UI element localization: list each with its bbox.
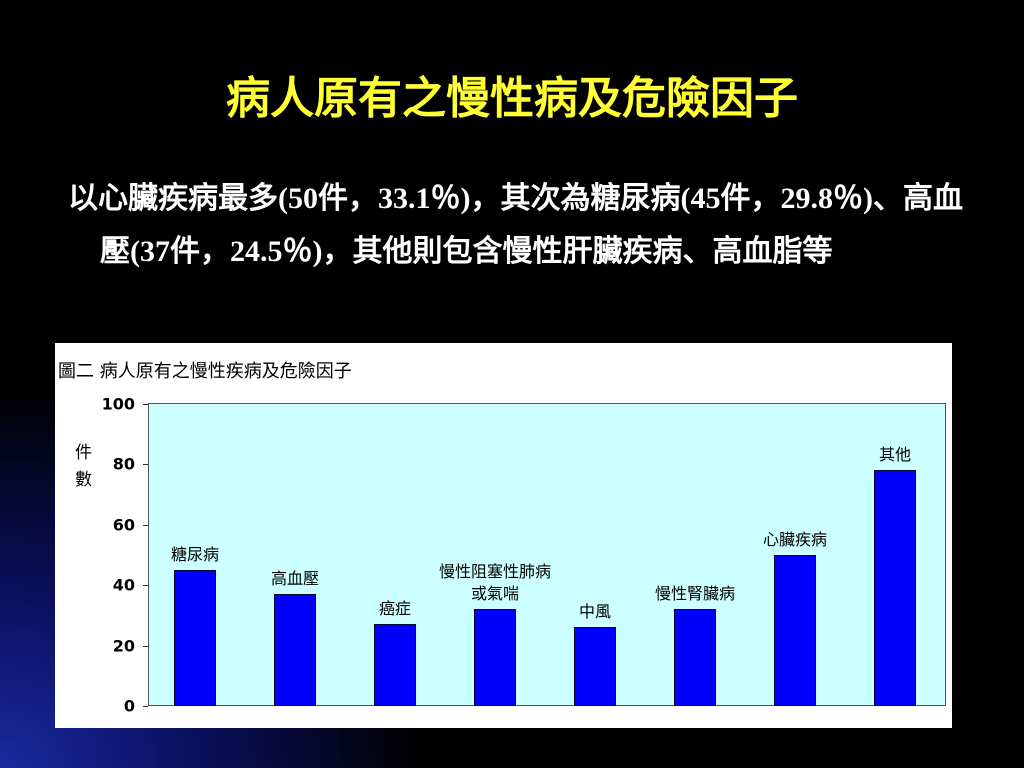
slide-text: 以心臟疾病最多(50件，33.1％)，其次為糖尿病(45件，29.8％)、高血壓…: [68, 182, 963, 268]
category-label: 糖尿病: [170, 545, 220, 565]
bar: [474, 609, 516, 706]
category-label: 心臟疾病: [762, 530, 828, 549]
category-label: 中風: [578, 602, 612, 622]
category-label: 其他: [878, 445, 912, 465]
bar: [874, 470, 916, 706]
y-tick-label: 0: [123, 696, 135, 716]
y-tick-label: 20: [112, 636, 135, 656]
y-tick: [143, 706, 148, 707]
category-label: 高血壓: [270, 569, 320, 589]
plot-area: [148, 403, 946, 706]
bar: [674, 609, 716, 706]
bar: [274, 594, 316, 706]
category-label: 癌症: [378, 599, 412, 619]
bar: [574, 627, 616, 706]
bar: [774, 555, 816, 706]
y-tick-label: 40: [112, 575, 135, 595]
bar: [374, 624, 416, 706]
y-tick: [143, 585, 148, 587]
category-label: 慢性腎臟病: [654, 584, 736, 604]
category-label: 慢性阻塞性肺病 或氣喘: [438, 562, 552, 604]
y-tick: [143, 404, 148, 405]
y-tick: [143, 524, 148, 526]
y-tick-label: 60: [112, 515, 135, 535]
bar: [174, 570, 216, 706]
y-tick-label: 100: [101, 394, 135, 414]
y-tick-label: 80: [112, 454, 135, 474]
y-axis-label: 件數: [71, 443, 91, 497]
y-tick: [143, 645, 148, 647]
y-tick: [143, 464, 148, 466]
chart: 圖二 病人原有之慢性疾病及危險因子 件數 0 20 40 60 80 100 糖尿病高血壓癌…: [55, 343, 952, 728]
chart-title: 圖二 病人原有之慢性疾病及危險因子: [58, 361, 352, 382]
slide-title: 病人原有之慢性病及危險因子: [226, 74, 798, 123]
